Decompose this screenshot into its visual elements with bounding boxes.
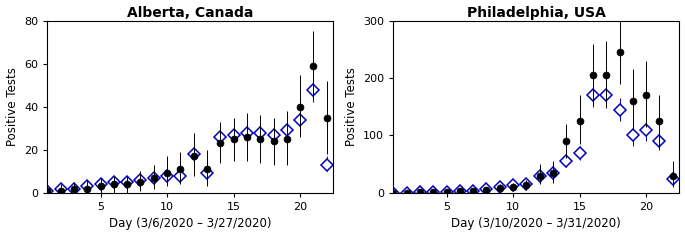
- X-axis label: Day (3/10/2020 – 3/31/2020): Day (3/10/2020 – 3/31/2020): [451, 217, 621, 230]
- Y-axis label: Positive Tests: Positive Tests: [5, 67, 18, 146]
- Y-axis label: Positive Tests: Positive Tests: [345, 67, 358, 146]
- Title: Philadelphia, USA: Philadelphia, USA: [467, 6, 606, 20]
- X-axis label: Day (3/6/2020 – 3/27/2020): Day (3/6/2020 – 3/27/2020): [109, 217, 272, 230]
- Title: Alberta, Canada: Alberta, Canada: [127, 6, 253, 20]
